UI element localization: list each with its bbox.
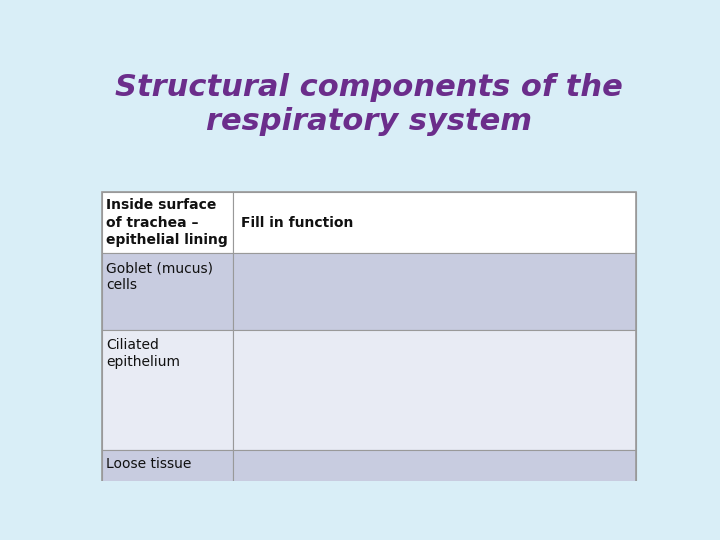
Bar xyxy=(233,330,636,450)
Bar xyxy=(102,253,233,330)
Bar xyxy=(233,192,636,253)
Bar xyxy=(233,450,636,500)
Bar xyxy=(102,330,233,450)
Bar xyxy=(233,253,636,330)
Bar xyxy=(102,450,233,500)
Text: Fill in function: Fill in function xyxy=(241,215,354,230)
Text: Loose tissue: Loose tissue xyxy=(107,457,192,471)
Text: Goblet (mucus)
cells: Goblet (mucus) cells xyxy=(107,261,213,293)
Bar xyxy=(102,192,233,253)
Text: Inside surface
of trachea –
epithelial lining: Inside surface of trachea – epithelial l… xyxy=(107,198,228,247)
Bar xyxy=(102,192,636,500)
Text: Structural components of the
respiratory system: Structural components of the respiratory… xyxy=(115,72,623,136)
Text: Ciliated
epithelium: Ciliated epithelium xyxy=(107,338,180,369)
